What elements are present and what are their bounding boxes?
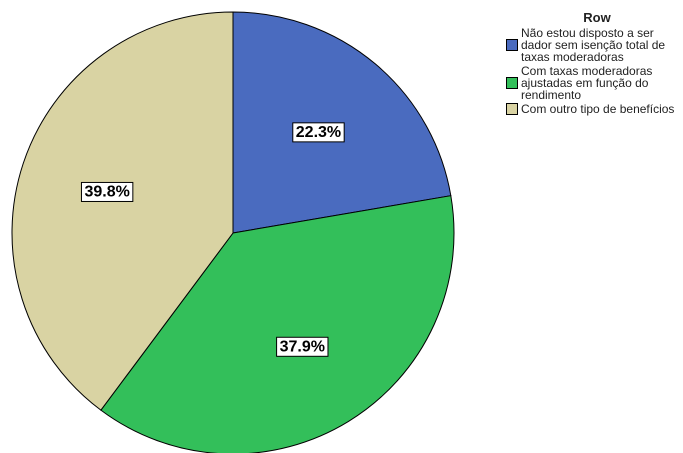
data-label-text: 22.3% xyxy=(296,124,341,141)
legend-swatch xyxy=(506,103,518,115)
data-label-text: 39.8% xyxy=(84,183,129,200)
data-label-box xyxy=(292,122,345,143)
pie-slice xyxy=(11,11,234,411)
legend: Row Não estou disposto a ser dador sem i… xyxy=(506,10,678,117)
pie-slice xyxy=(100,195,455,453)
legend-label: Com outro tipo de benefícios xyxy=(521,102,675,116)
legend-item: Com taxas moderadoras ajustadas em funçã… xyxy=(506,65,678,101)
legend-item: Com outro tipo de benefícios xyxy=(506,103,678,115)
legend-label: Com taxas moderadoras ajustadas em funçã… xyxy=(521,64,653,102)
legend-title: Row xyxy=(583,10,611,25)
legend-label: Não estou disposto a ser dador sem isenç… xyxy=(521,26,666,64)
data-label: 37.9% xyxy=(276,336,329,357)
legend-swatch xyxy=(506,77,518,89)
legend-item: Não estou disposto a ser dador sem isenç… xyxy=(506,27,678,63)
data-label-box xyxy=(80,181,134,202)
legend-swatch xyxy=(506,39,518,51)
data-label-text: 37.9% xyxy=(280,338,325,355)
data-label-box xyxy=(276,336,329,357)
data-label: 39.8% xyxy=(80,181,134,202)
data-label: 22.3% xyxy=(292,122,345,143)
